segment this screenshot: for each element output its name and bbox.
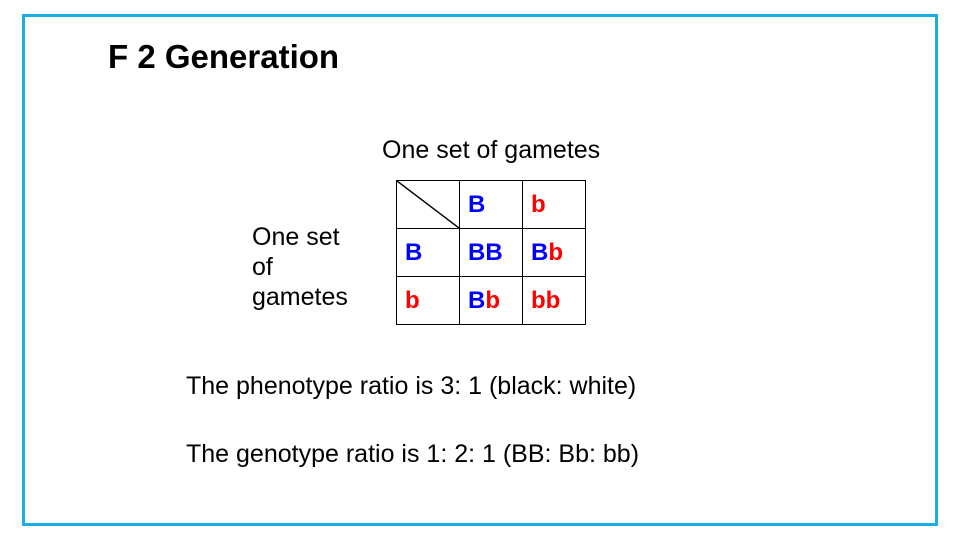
allele: B [405,239,422,266]
cell-bb: bb [523,277,586,325]
col-header-b: b [523,181,586,229]
punnett-corner-cell [397,181,460,229]
page-title: F 2 Generation [108,38,339,76]
row-header-B: B [397,229,460,277]
table-row: B BB Bb [397,229,586,277]
row-header-b: b [397,277,460,325]
gametes-top-label: One set of gametes [382,136,600,165]
cell-Bb: Bb [460,277,523,325]
phenotype-ratio: The phenotype ratio is 3: 1 (black: whit… [186,372,636,401]
allele: B [468,191,485,218]
allele: b [531,191,546,218]
table-row: B b [397,181,586,229]
diagonal-icon [397,181,459,228]
allele: b [405,287,420,314]
cell-BB: BB [460,229,523,277]
punnett-square: B b B BB Bb b Bb bb [396,180,586,325]
table-row: b Bb bb [397,277,586,325]
genotype-ratio: The genotype ratio is 1: 2: 1 (BB: Bb: b… [186,440,639,469]
col-header-B: B [460,181,523,229]
gametes-left-label: One set of gametes [252,222,348,312]
cell-Bb: Bb [523,229,586,277]
